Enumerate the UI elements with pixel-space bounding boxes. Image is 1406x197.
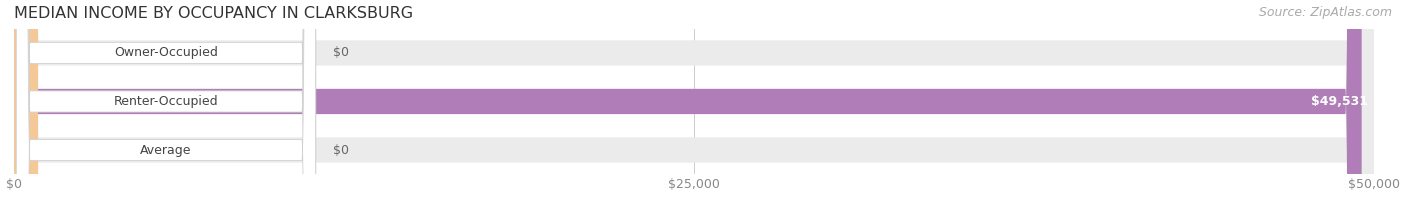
FancyBboxPatch shape (17, 0, 316, 197)
FancyBboxPatch shape (17, 0, 316, 197)
Text: Renter-Occupied: Renter-Occupied (114, 95, 218, 108)
Text: Owner-Occupied: Owner-Occupied (114, 46, 218, 59)
FancyBboxPatch shape (14, 0, 1361, 197)
FancyBboxPatch shape (14, 0, 1375, 197)
Text: Source: ZipAtlas.com: Source: ZipAtlas.com (1258, 6, 1392, 19)
Text: MEDIAN INCOME BY OCCUPANCY IN CLARKSBURG: MEDIAN INCOME BY OCCUPANCY IN CLARKSBURG (14, 6, 413, 20)
FancyBboxPatch shape (14, 0, 1375, 197)
Text: $0: $0 (333, 46, 349, 59)
Text: Average: Average (141, 143, 191, 156)
FancyBboxPatch shape (17, 0, 316, 197)
FancyBboxPatch shape (14, 0, 38, 197)
FancyBboxPatch shape (14, 0, 38, 197)
FancyBboxPatch shape (14, 0, 1375, 197)
Text: $0: $0 (333, 143, 349, 156)
Text: $49,531: $49,531 (1310, 95, 1368, 108)
